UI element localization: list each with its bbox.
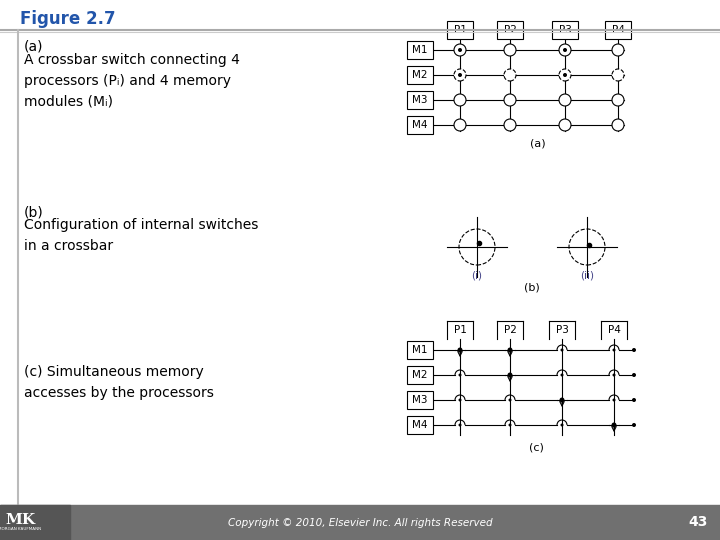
Circle shape (632, 373, 636, 377)
Circle shape (504, 94, 516, 106)
Bar (552, 21, 578, 39)
Circle shape (613, 348, 616, 352)
Text: (ii): (ii) (580, 270, 594, 280)
Text: P1: P1 (454, 25, 467, 35)
Bar (407, 91, 433, 109)
Circle shape (504, 69, 516, 81)
Text: Configuration of internal switches
in a crossbar: Configuration of internal switches in a … (24, 218, 258, 253)
Text: (a): (a) (24, 40, 43, 54)
Circle shape (457, 348, 462, 353)
Text: M3: M3 (413, 395, 428, 405)
Text: M2: M2 (413, 70, 428, 80)
Text: P1: P1 (454, 325, 467, 335)
Circle shape (458, 73, 462, 77)
Text: M1: M1 (413, 345, 428, 355)
Circle shape (454, 44, 466, 56)
Circle shape (504, 119, 516, 131)
Bar (407, 116, 433, 134)
Circle shape (560, 374, 564, 376)
Circle shape (454, 69, 466, 81)
Text: MK: MK (5, 512, 35, 526)
Circle shape (563, 48, 567, 52)
Circle shape (613, 399, 616, 402)
Text: P4: P4 (611, 25, 624, 35)
Text: (c): (c) (529, 442, 544, 452)
Text: Figure 2.7: Figure 2.7 (20, 10, 116, 28)
Bar (0, 505, 720, 540)
Bar (605, 21, 631, 39)
Circle shape (611, 422, 616, 428)
Bar (407, 391, 433, 409)
Circle shape (454, 94, 466, 106)
Circle shape (459, 374, 462, 376)
Circle shape (563, 73, 567, 77)
Text: 43: 43 (688, 516, 708, 530)
Circle shape (613, 374, 616, 376)
Bar (0, 505, 70, 540)
Circle shape (459, 399, 462, 402)
Text: (i): (i) (472, 270, 482, 280)
Text: (b): (b) (24, 205, 44, 219)
Bar (407, 341, 433, 359)
Text: P4: P4 (608, 325, 621, 335)
Bar (407, 41, 433, 59)
Text: P3: P3 (559, 25, 572, 35)
Circle shape (559, 69, 571, 81)
Bar (447, 21, 473, 39)
Circle shape (559, 94, 571, 106)
Text: Copyright © 2010, Elsevier Inc. All rights Reserved: Copyright © 2010, Elsevier Inc. All righ… (228, 517, 492, 528)
Circle shape (612, 119, 624, 131)
Circle shape (559, 44, 571, 56)
Text: M3: M3 (413, 95, 428, 105)
Circle shape (508, 348, 513, 353)
Text: M4: M4 (413, 120, 428, 130)
Bar (497, 21, 523, 39)
Text: P2: P2 (503, 25, 516, 35)
Bar (407, 66, 433, 84)
Circle shape (504, 44, 516, 56)
Circle shape (632, 348, 636, 352)
Circle shape (612, 94, 624, 106)
Circle shape (508, 423, 511, 427)
Text: (c) Simultaneous memory
accesses by the processors: (c) Simultaneous memory accesses by the … (24, 365, 214, 400)
Bar (407, 366, 433, 384)
Circle shape (454, 119, 466, 131)
Text: MORGAN KAUFMANN: MORGAN KAUFMANN (0, 528, 42, 531)
Circle shape (632, 423, 636, 427)
Text: (b): (b) (524, 282, 540, 292)
Circle shape (612, 44, 624, 56)
Circle shape (559, 397, 564, 402)
Circle shape (612, 69, 624, 81)
Circle shape (508, 373, 513, 377)
Circle shape (508, 399, 511, 402)
Text: (a): (a) (531, 138, 546, 148)
Text: M4: M4 (413, 420, 428, 430)
Text: A crossbar switch connecting 4
processors (Pᵢ) and 4 memory
modules (Mᵢ): A crossbar switch connecting 4 processor… (24, 53, 240, 108)
Circle shape (458, 48, 462, 52)
Text: M2: M2 (413, 370, 428, 380)
Text: M1: M1 (413, 45, 428, 55)
Circle shape (560, 423, 564, 427)
Circle shape (632, 398, 636, 402)
Text: P3: P3 (556, 325, 568, 335)
Circle shape (559, 119, 571, 131)
Circle shape (459, 423, 462, 427)
Text: P2: P2 (503, 325, 516, 335)
Circle shape (560, 348, 564, 352)
Bar (407, 416, 433, 434)
